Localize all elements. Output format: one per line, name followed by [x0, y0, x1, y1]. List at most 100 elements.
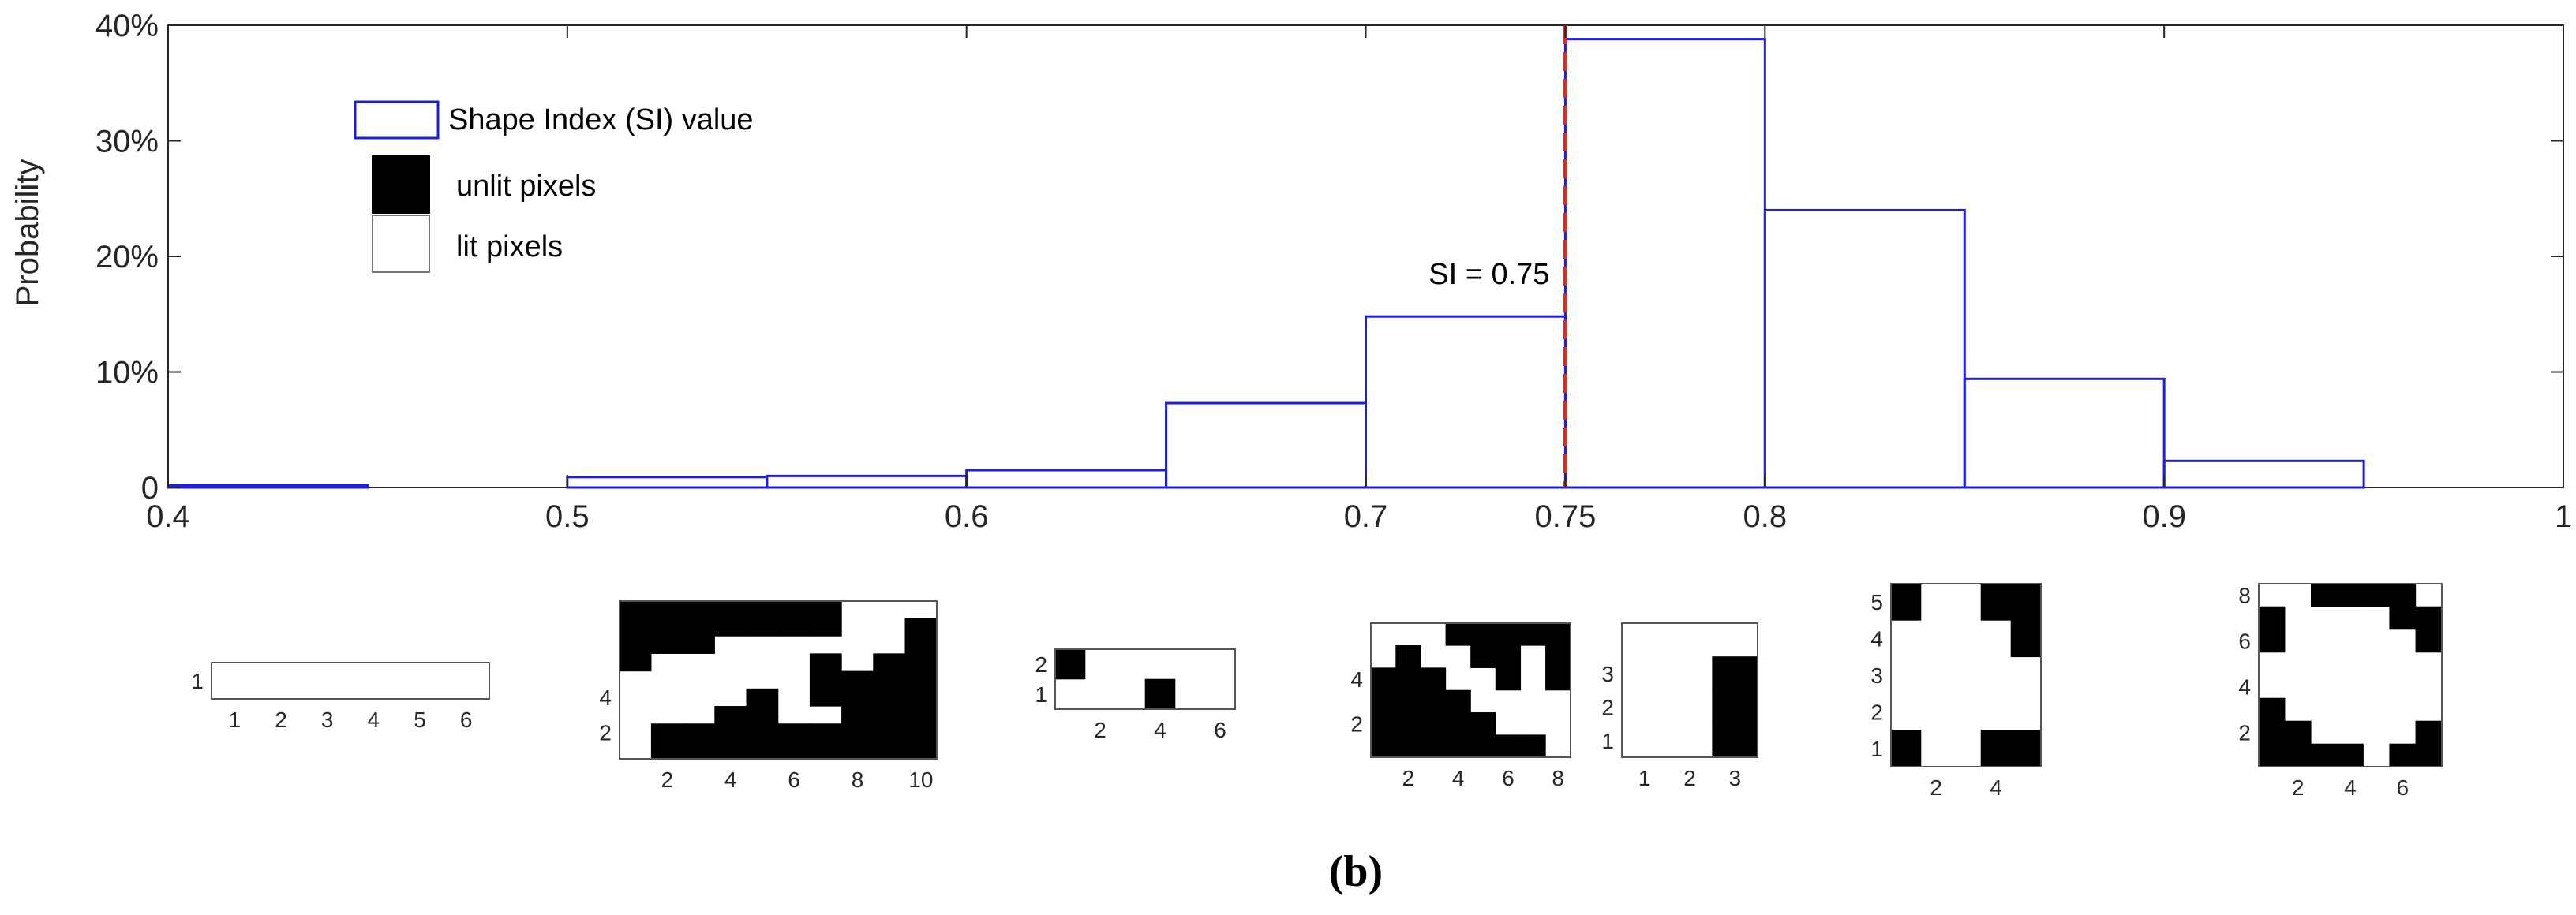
y-tick-label: 20%: [95, 240, 159, 274]
unlit-pixel: [2310, 743, 2338, 767]
example-x-tick-label: 3: [1729, 766, 1742, 790]
unlit-pixel: [1712, 723, 1758, 758]
example-y-tick-label: 2: [1870, 700, 1883, 724]
unlit-pixel: [683, 618, 715, 637]
unlit-pixel: [841, 723, 874, 742]
unlit-pixel: [2258, 743, 2286, 767]
unlit-pixel: [683, 600, 715, 619]
legend-unlit-label: unlit pixels: [456, 170, 596, 203]
unlit-pixel: [1980, 730, 2012, 767]
x-tick-label: 1: [2555, 499, 2572, 534]
unlit-pixel: [1712, 656, 1758, 691]
unlit-pixel: [1890, 583, 1922, 621]
example-x-tick-label: 1: [229, 708, 242, 732]
example-shape: 1 2 3 3 2 1: [1601, 622, 1758, 790]
histogram-bar: [1763, 208, 1966, 489]
example-y-tick-label: 2: [1601, 695, 1614, 719]
unlit-pixel: [873, 741, 906, 760]
example-x-tick-label: 6: [1502, 766, 1515, 790]
unlit-pixel: [1520, 734, 1546, 758]
y-axis-ticks: 0 10% 20% 30% 40%: [95, 9, 2563, 506]
unlit-pixel: [619, 600, 652, 619]
unlit-pixel: [1545, 667, 1571, 691]
example-y-tick-label: 8: [2238, 584, 2251, 608]
example-y-tick-label: 4: [1870, 627, 1883, 652]
unlit-pixel: [2258, 606, 2286, 630]
unlit-pixel: [2415, 629, 2443, 653]
y-tick-label: 30%: [95, 125, 159, 159]
legend: Shape Index (SI) value unlit pixels lit …: [354, 100, 754, 273]
unlit-pixel: [809, 688, 842, 707]
example-x-tick-label: 3: [321, 708, 334, 732]
unlit-pixel: [2258, 720, 2286, 745]
unlit-pixel: [2415, 720, 2443, 745]
example-shape: 2 4 6 8 10 4 2: [599, 600, 938, 792]
example-border: [1890, 583, 2042, 767]
example-x-tick-label: 2: [275, 708, 287, 732]
unlit-pixel: [619, 636, 652, 654]
unlit-pixel: [2389, 583, 2417, 607]
unlit-pixel: [683, 741, 715, 760]
example-x-tick-label: 2: [1930, 775, 1942, 800]
example-x-tick-label: 1: [1638, 766, 1651, 790]
y-tick-label: 10%: [95, 356, 159, 390]
unlit-pixel: [904, 706, 938, 724]
unlit-pixel: [777, 600, 811, 619]
unlit-pixel: [2389, 743, 2417, 767]
example-y-tick-label: 1: [1035, 682, 1047, 707]
unlit-pixel: [1144, 678, 1176, 710]
unlit-pixel: [2258, 629, 2286, 653]
unlit-pixel: [1370, 689, 1396, 713]
example-x-tick-label: 4: [1154, 718, 1166, 742]
legend-unlit-swatch: [372, 155, 430, 214]
unlit-pixel: [904, 618, 938, 637]
unlit-pixel: [2337, 743, 2364, 767]
legend-lit-label: lit pixels: [456, 230, 563, 263]
unlit-pixel: [873, 706, 906, 724]
unlit-pixel: [746, 706, 779, 724]
unlit-pixel: [1370, 712, 1396, 735]
x-tick-label: 0.5: [545, 499, 590, 534]
unlit-pixel: [2363, 583, 2391, 607]
unlit-pixel: [2284, 743, 2312, 767]
histogram-bar: [167, 484, 369, 489]
unlit-pixel: [841, 741, 874, 760]
unlit-pixel: [650, 741, 683, 760]
unlit-pixel: [2389, 606, 2417, 630]
unlit-pixel: [2010, 730, 2042, 767]
legend-series-label: Shape Index (SI) value: [448, 103, 754, 136]
example-border: [1621, 622, 1758, 758]
example-x-tick-label: 2: [1094, 718, 1106, 742]
unlit-pixel: [619, 618, 652, 637]
unlit-pixel: [1420, 734, 1447, 758]
example-y-tick-label: 3: [1870, 663, 1883, 688]
unlit-pixel: [1395, 689, 1421, 713]
unlit-pixel: [809, 670, 842, 689]
example-shape: 2 4 6 2 1: [1035, 648, 1236, 742]
unlit-pixel: [1420, 667, 1447, 691]
unlit-pixel: [1470, 622, 1496, 646]
unlit-pixel: [746, 741, 779, 760]
histogram-bar: [2162, 459, 2365, 489]
unlit-pixel: [777, 618, 811, 637]
example-border: [1054, 648, 1236, 710]
unlit-pixel: [1445, 712, 1471, 735]
unlit-pixel: [1445, 734, 1471, 758]
example-y-tick-label: 5: [1870, 590, 1883, 614]
example-y-tick-label: 1: [1870, 737, 1883, 761]
histogram-chart: SI = 0.75 0.4 0.5 0.6 0.7 0.75 0.8 0.9 1 0 10% 20…: [10, 9, 2572, 534]
unlit-pixel: [1395, 712, 1421, 735]
example-y-tick-label: 2: [1350, 712, 1363, 737]
unlit-pixel: [650, 636, 683, 654]
example-x-tick-label: 2: [1683, 766, 1696, 790]
unlit-pixel: [650, 723, 683, 742]
unlit-pixel: [2258, 697, 2286, 722]
legend-lit-swatch: [372, 215, 430, 273]
x-tick-label: 0.4: [146, 499, 190, 534]
example-x-tick-label: 4: [1452, 766, 1465, 790]
example-x-tick-label: 4: [724, 767, 737, 792]
unlit-pixel: [904, 670, 938, 689]
unlit-pixel: [1495, 667, 1522, 691]
unlit-pixel: [2337, 583, 2364, 607]
example-x-tick-label: 8: [852, 767, 864, 792]
